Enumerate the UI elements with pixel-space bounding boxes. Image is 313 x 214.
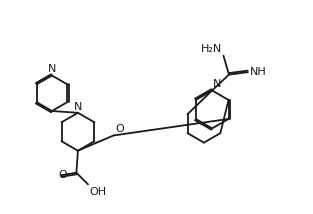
- Text: O: O: [115, 124, 124, 134]
- Text: NH: NH: [250, 67, 266, 77]
- Text: N: N: [74, 102, 82, 111]
- Text: OH: OH: [90, 187, 107, 197]
- Text: N: N: [213, 79, 221, 89]
- Text: O: O: [59, 170, 67, 180]
- Text: H₂N: H₂N: [201, 44, 222, 54]
- Text: N: N: [48, 64, 56, 74]
